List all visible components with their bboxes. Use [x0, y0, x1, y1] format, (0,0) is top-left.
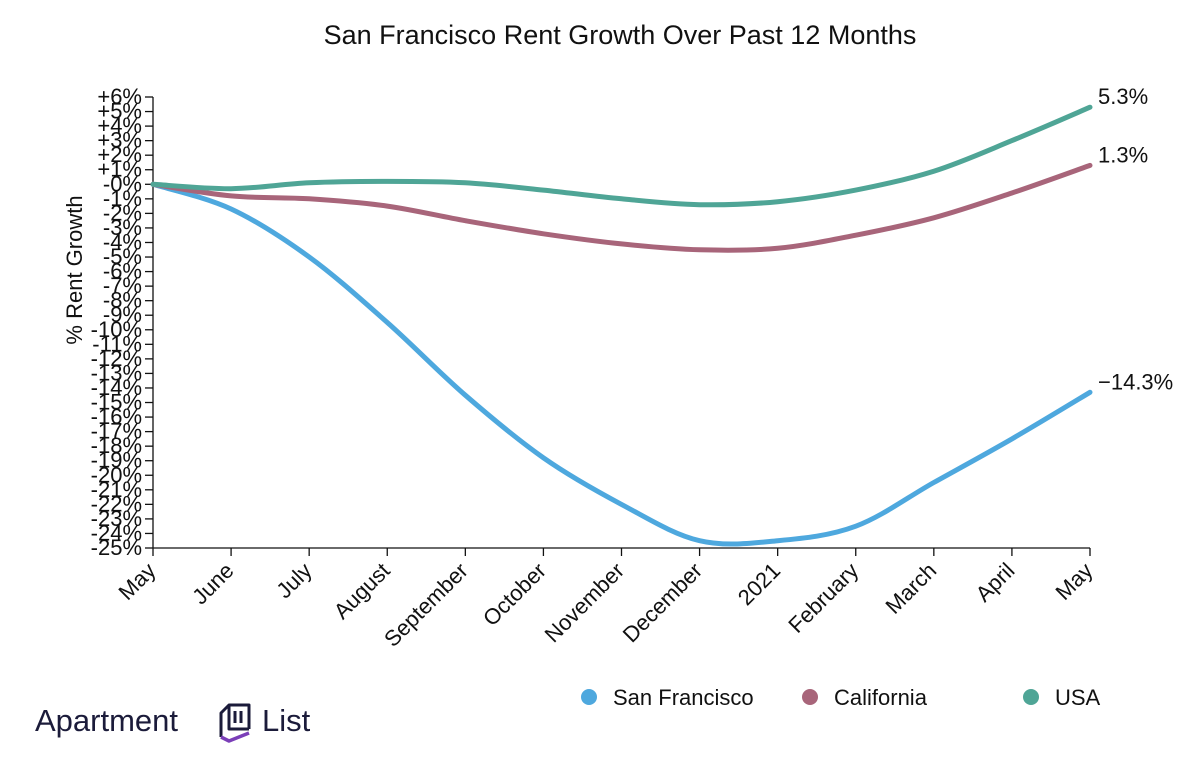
legend-swatch-california	[802, 689, 818, 705]
y-tick-label: -8%	[103, 288, 142, 313]
y-tick-label: -10%	[91, 317, 142, 342]
y-tick-label: +3%	[97, 128, 142, 153]
y-axis-label: % Rent Growth	[62, 195, 87, 344]
legend-label-usa: USA	[1055, 685, 1101, 710]
y-tick-label: -16%	[91, 404, 142, 429]
end-label-california: 1.3%	[1098, 142, 1148, 167]
y-tick-label: -7%	[103, 273, 142, 298]
y-axis: +6%+5%+4%+3%+2%+1%-0%-1%-2%-3%-4%-5%-6%-…	[91, 84, 154, 560]
y-tick-label: -23%	[91, 506, 142, 531]
legend-label-san-francisco: San Francisco	[613, 685, 754, 710]
x-tick-label: February	[783, 558, 863, 638]
series-line-california	[150, 162, 1093, 253]
brand-name-right: List	[262, 703, 311, 738]
y-tick-label: -3%	[103, 215, 142, 240]
x-tick-label: December	[618, 558, 707, 647]
y-tick-label: -14%	[91, 375, 142, 400]
chart-title: San Francisco Rent Growth Over Past 12 M…	[324, 20, 917, 50]
end-labels: −14.3% 1.3% 5.3%	[1098, 84, 1173, 394]
y-tick-label: -21%	[91, 477, 142, 502]
brand-logo: Apartment List	[35, 703, 311, 743]
x-tick-label: May	[1050, 558, 1097, 605]
y-tick-label: +4%	[97, 113, 142, 138]
y-tick-label: -15%	[91, 390, 142, 415]
y-tick-label: +2%	[97, 142, 142, 167]
y-tick-label: -5%	[103, 244, 142, 269]
y-tick-label: +1%	[97, 157, 142, 182]
y-tick-label: -11%	[92, 331, 142, 356]
apartment-list-logo-icon	[219, 703, 251, 743]
y-tick-label: -0%	[103, 171, 142, 196]
x-tick-label: September	[379, 558, 473, 652]
x-tick-label: 2021	[733, 558, 785, 610]
y-tick-label: -24%	[91, 520, 142, 545]
end-label-san-francisco: −14.3%	[1098, 369, 1173, 394]
legend-swatch-san-francisco	[581, 689, 597, 705]
legend-swatch-usa	[1023, 689, 1039, 705]
y-tick-label: -2%	[103, 200, 142, 225]
series-lines	[150, 104, 1093, 547]
y-tick-label: -17%	[91, 419, 142, 444]
y-tick-label: -22%	[91, 491, 142, 516]
y-tick-label: -13%	[91, 360, 142, 385]
y-tick-label: -12%	[91, 346, 142, 371]
y-tick-label: -19%	[91, 448, 142, 473]
y-tick-label: -6%	[103, 259, 142, 284]
legend-label-california: California	[834, 685, 928, 710]
y-tick-label: +5%	[97, 99, 142, 124]
x-tick-label: August	[329, 558, 395, 624]
chart-legend: San Francisco California USA	[581, 685, 1101, 710]
end-label-usa: 5.3%	[1098, 84, 1148, 109]
y-tick-label: -4%	[103, 229, 142, 254]
y-tick-label: -18%	[91, 433, 142, 458]
y-tick-label: -25%	[91, 535, 142, 560]
x-tick-label: March	[880, 558, 941, 619]
x-tick-label: April	[971, 558, 1020, 607]
y-tick-label: +6%	[97, 84, 142, 109]
series-line-usa	[150, 104, 1093, 208]
y-tick-label: -9%	[103, 302, 142, 327]
brand-name-left: Apartment	[35, 703, 178, 738]
x-tick-label: November	[540, 558, 629, 647]
x-tick-label: June	[187, 558, 238, 609]
x-tick-label: October	[478, 558, 551, 631]
y-tick-label: -20%	[91, 462, 142, 487]
y-tick-label: -1%	[103, 186, 142, 211]
x-tick-label: July	[271, 558, 316, 603]
series-line-san-francisco	[150, 181, 1093, 547]
x-tick-label: May	[113, 558, 160, 605]
